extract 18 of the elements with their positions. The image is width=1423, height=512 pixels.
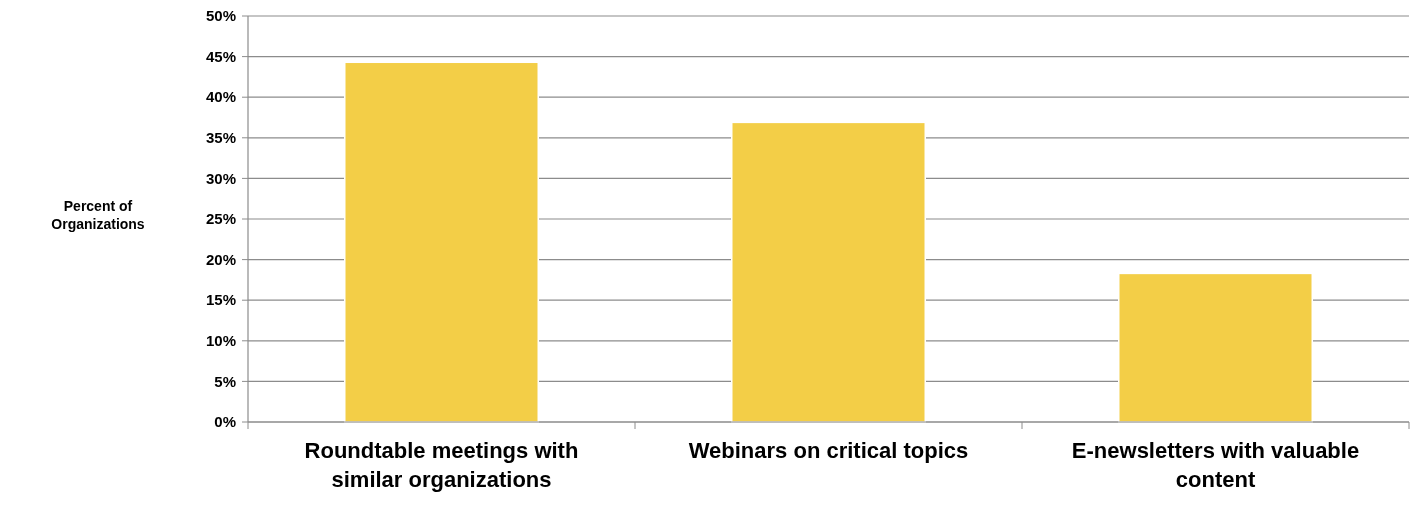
x-tick-label: Webinars on critical topics [688, 438, 969, 463]
y-tick-label: 0% [214, 413, 236, 431]
bar [731, 121, 926, 423]
bar [344, 61, 539, 423]
y-tick-label: 50% [205, 7, 236, 25]
y-tick-label: 45% [205, 47, 236, 65]
y-tick-label: 40% [205, 88, 236, 106]
x-tick-label: E-newsletters with valuable content [1071, 438, 1360, 492]
y-tick-label: 5% [214, 372, 236, 390]
y-tick-label: 25% [205, 210, 236, 228]
y-axis-title: Percent of Organizations [51, 198, 145, 232]
y-tick-label: 20% [205, 250, 236, 268]
y-tick-label: 15% [205, 291, 236, 309]
y-tick-label: 10% [205, 332, 236, 350]
y-tick-label: 30% [205, 169, 236, 187]
y-tick-label: 35% [205, 129, 236, 147]
bar [1118, 272, 1313, 423]
x-tick-label: Roundtable meetings with similar organizations [304, 438, 579, 492]
